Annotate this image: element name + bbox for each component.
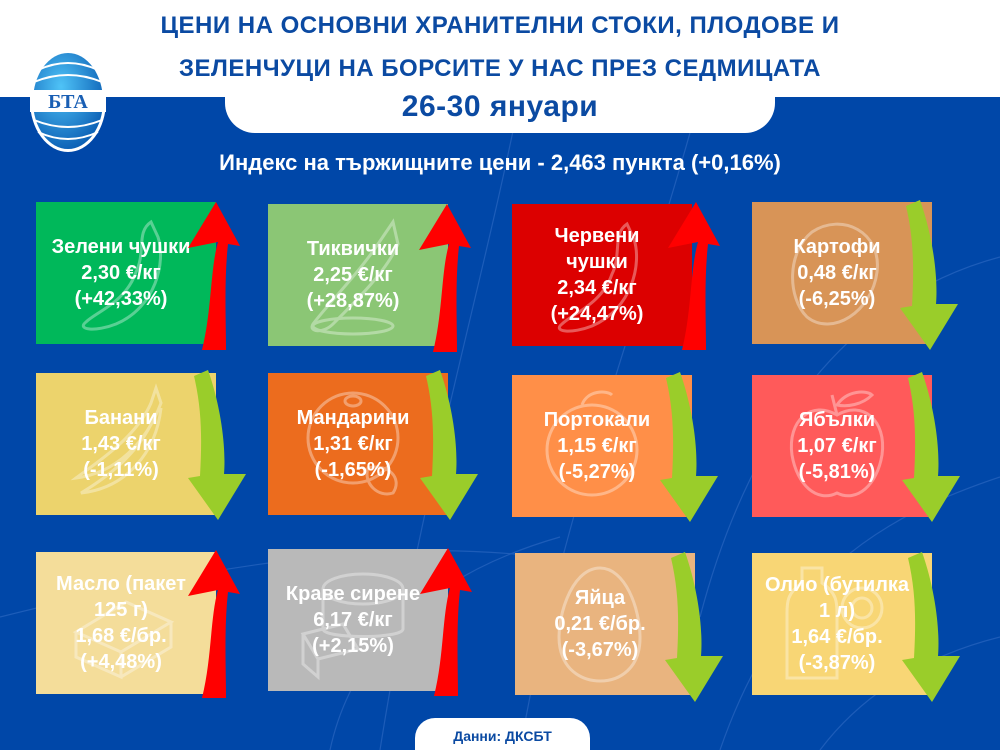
apple-icon bbox=[789, 390, 885, 498]
card-change: (-3,87%) bbox=[798, 652, 876, 674]
card-price: 0,48 €/кг bbox=[797, 262, 877, 284]
card-butter: Масло (пакет 125 г) 1,68 €/бр. (+4,48%) bbox=[36, 552, 216, 694]
arrow-down-icon bbox=[900, 200, 958, 350]
card-cow-cheese: Краве сирене 6,17 €/кг (+2,15%) bbox=[268, 549, 448, 691]
pepper-icon bbox=[82, 219, 163, 331]
card-change: (+42,33%) bbox=[74, 288, 168, 310]
card-price: 2,34 €/кг bbox=[557, 277, 637, 299]
data-source: Данни: ДКСБТ bbox=[415, 718, 590, 750]
bta-logo-icon: БТА bbox=[30, 50, 106, 152]
arrow-up-icon bbox=[668, 202, 720, 350]
card-zucchini: Тиквички 2,25 €/кг (+28,87%) bbox=[268, 204, 448, 346]
date-range: 26-30 януари bbox=[401, 90, 599, 123]
card-red-peppers: Червени чушки 2,34 €/кг (+24,47%) bbox=[512, 204, 692, 346]
card-name: Картофи bbox=[793, 236, 881, 258]
card-price: 1,15 €/кг bbox=[557, 435, 637, 457]
card-name: Портокали bbox=[543, 409, 651, 431]
orange-icon bbox=[545, 390, 639, 497]
card-name: Тиквички bbox=[306, 238, 400, 260]
card-apples: Ябълки 1,07 €/кг (-5,81%) bbox=[752, 375, 932, 517]
butter-icon bbox=[72, 600, 175, 680]
arrow-up-icon bbox=[420, 548, 472, 696]
tangerine-icon bbox=[306, 391, 400, 496]
card-name: Банани bbox=[84, 407, 158, 429]
card-change: (-5,27%) bbox=[558, 461, 636, 483]
card-price: 1,68 €/бр. bbox=[75, 625, 167, 647]
potato-icon bbox=[791, 222, 879, 326]
card-change: (+4,48%) bbox=[80, 651, 162, 673]
pepper-icon bbox=[558, 221, 639, 333]
arrow-down-icon bbox=[902, 552, 960, 702]
date-tab bbox=[225, 80, 775, 133]
arrow-up-icon bbox=[419, 204, 471, 352]
card-price: 2,30 €/кг bbox=[81, 262, 161, 284]
card-oranges: Портокали 1,15 €/кг (-5,27%) bbox=[512, 375, 692, 517]
arrow-down-icon bbox=[420, 370, 478, 520]
card-change: (-3,67%) bbox=[561, 639, 639, 661]
card-green-peppers: Зелени чушки 2,30 €/кг (+42,33%) bbox=[36, 202, 216, 344]
card-change: (+2,15%) bbox=[312, 635, 394, 657]
svg-text:БТА: БТА bbox=[48, 91, 88, 113]
card-name: Масло (пакет 125 г) bbox=[56, 573, 186, 621]
card-price: 1,31 €/кг bbox=[313, 433, 393, 455]
page-title-line1: ЦЕНИ НА ОСНОВНИ ХРАНИТЕЛНИ СТОКИ, ПЛОДОВ… bbox=[160, 12, 840, 39]
zucchini-icon bbox=[310, 218, 400, 336]
card-name: Червени чушки bbox=[554, 225, 640, 273]
arrow-down-icon bbox=[902, 372, 960, 522]
card-price: 1,64 €/бр. bbox=[791, 626, 883, 648]
card-change: (+28,87%) bbox=[306, 290, 400, 312]
card-price: 1,43 €/кг bbox=[81, 433, 161, 455]
arrow-down-icon bbox=[188, 370, 246, 520]
card-eggs: Яйца 0,21 €/бр. (-3,67%) bbox=[515, 553, 695, 695]
card-change: (-1,11%) bbox=[83, 459, 159, 481]
arrow-up-icon bbox=[188, 550, 240, 698]
egg-icon bbox=[557, 566, 642, 683]
arrow-down-icon bbox=[665, 552, 723, 702]
arrow-down-icon bbox=[660, 372, 718, 522]
card-tangerines: Мандарини 1,31 €/кг (-1,65%) bbox=[268, 373, 448, 515]
card-price: 0,21 €/бр. bbox=[554, 613, 646, 635]
card-price: 6,17 €/кг bbox=[313, 609, 393, 631]
card-change: (+24,47%) bbox=[550, 303, 644, 325]
card-bananas: Банани 1,43 €/кг (-1,11%) bbox=[36, 373, 216, 515]
card-name: Яйца bbox=[574, 587, 626, 609]
market-index: Индекс на тържищните цени - 2,463 пункта… bbox=[219, 150, 781, 175]
oil-bottle-icon bbox=[785, 566, 884, 680]
card-change: (-1,65%) bbox=[314, 459, 392, 481]
card-name: Мандарини bbox=[296, 407, 410, 429]
card-price: 2,25 €/кг bbox=[313, 264, 393, 286]
card-name: Олио (бутилка 1 л) bbox=[764, 574, 910, 622]
banana-icon bbox=[70, 383, 163, 495]
card-price: 1,07 €/кг bbox=[797, 435, 877, 457]
card-name: Ябълки bbox=[798, 409, 876, 431]
card-name: Краве сирене bbox=[285, 583, 421, 605]
card-name: Зелени чушки bbox=[51, 236, 191, 258]
card-potatoes: Картофи 0,48 €/кг (-6,25%) bbox=[752, 202, 932, 344]
card-change: (-5,81%) bbox=[798, 461, 876, 483]
arrow-up-icon bbox=[188, 202, 240, 350]
card-oil: Олио (бутилка 1 л) 1,64 €/бр. (-3,87%) bbox=[752, 553, 932, 695]
page-title-line2: ЗЕЛЕНЧУЦИ НА БОРСИТЕ У НАС ПРЕЗ СЕДМИЦАТ… bbox=[178, 55, 821, 82]
card-change: (-6,25%) bbox=[798, 288, 876, 310]
cheese-icon bbox=[300, 572, 405, 681]
